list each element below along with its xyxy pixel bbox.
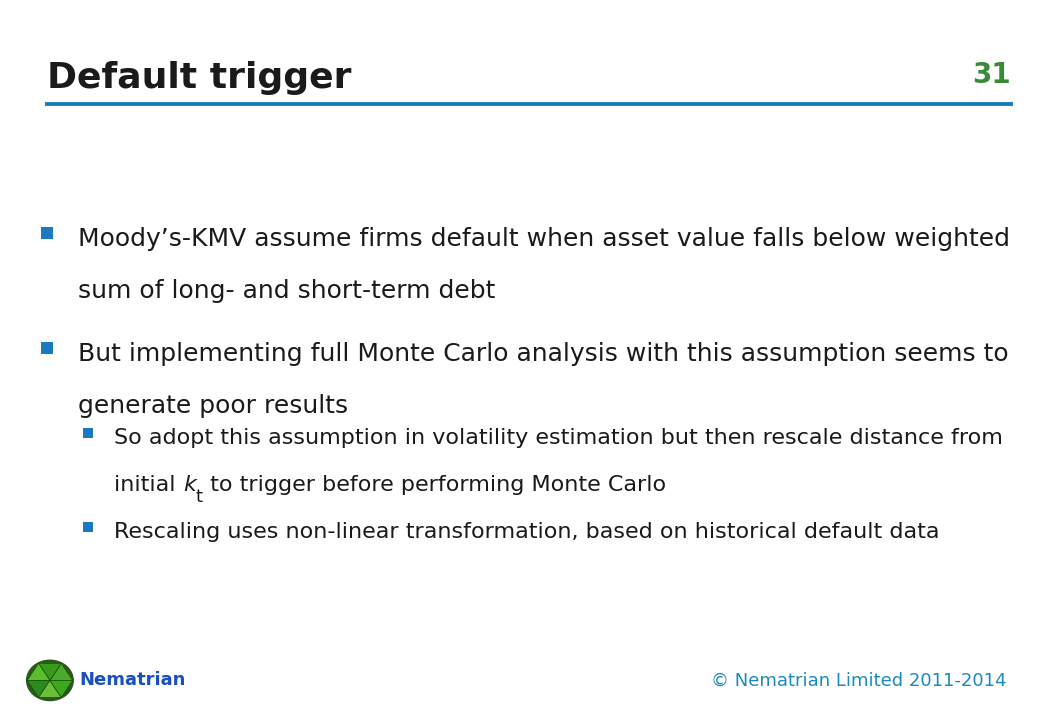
- Text: Nematrian: Nematrian: [79, 671, 185, 690]
- Text: Default trigger: Default trigger: [47, 61, 352, 95]
- Text: to trigger before performing Monte Carlo: to trigger before performing Monte Carlo: [203, 475, 666, 495]
- Text: So adopt this assumption in volatility estimation but then rescale distance from: So adopt this assumption in volatility e…: [114, 428, 1004, 449]
- Polygon shape: [27, 663, 50, 680]
- Text: generate poor results: generate poor results: [78, 394, 348, 418]
- Polygon shape: [50, 663, 73, 680]
- Text: © Nematrian Limited 2011-2014: © Nematrian Limited 2011-2014: [711, 671, 1007, 690]
- Polygon shape: [38, 663, 61, 680]
- Text: 31: 31: [972, 61, 1011, 89]
- Polygon shape: [50, 680, 73, 698]
- Polygon shape: [38, 680, 61, 698]
- Text: But implementing full Monte Carlo analysis with this assumption seems to: But implementing full Monte Carlo analys…: [78, 342, 1009, 366]
- Text: Rescaling uses non-linear transformation, based on historical default data: Rescaling uses non-linear transformation…: [114, 522, 940, 542]
- Text: Moody’s-KMV assume firms default when asset value falls below weighted: Moody’s-KMV assume firms default when as…: [78, 227, 1010, 251]
- Text: sum of long- and short-term debt: sum of long- and short-term debt: [78, 279, 495, 302]
- Text: k: k: [183, 475, 196, 495]
- Text: t: t: [196, 488, 203, 506]
- Ellipse shape: [27, 660, 73, 701]
- Text: initial: initial: [114, 475, 183, 495]
- Polygon shape: [27, 680, 50, 698]
